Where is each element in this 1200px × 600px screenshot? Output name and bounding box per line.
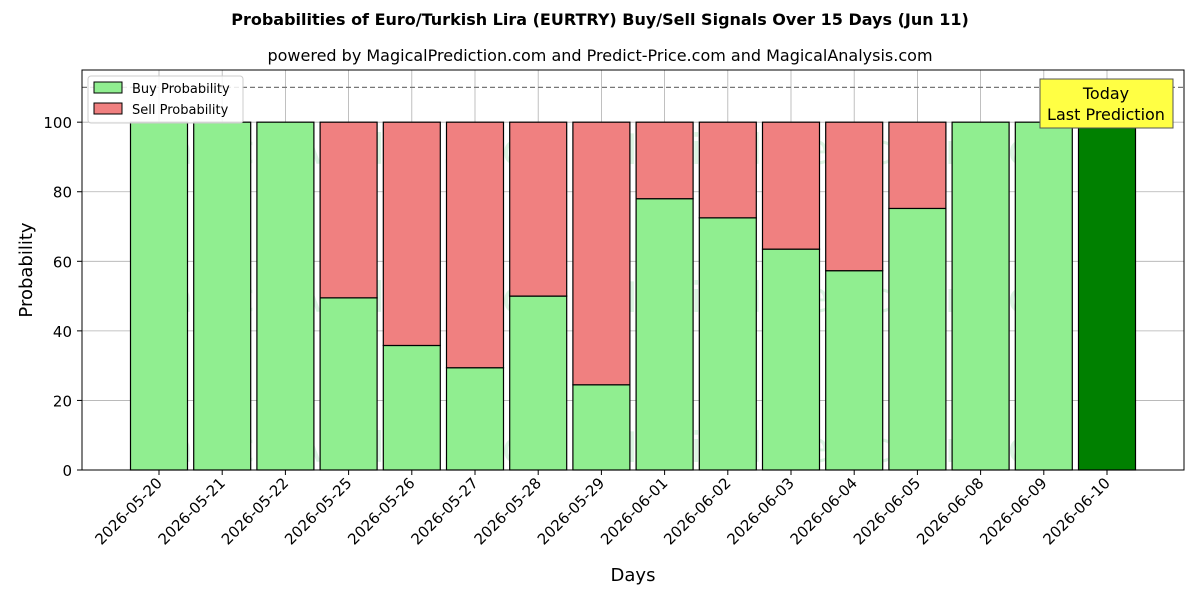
- x-tick-label: 2026-05-22: [218, 474, 292, 548]
- sell-bar: [445, 121, 505, 369]
- legend-label: Buy Probability: [132, 82, 230, 97]
- chart-subtitle: powered by MagicalPrediction.com and Pre…: [267, 46, 933, 65]
- bar-layer: [129, 121, 1137, 471]
- sell-bar: [509, 121, 568, 297]
- x-tick-label: 2026-06-04: [787, 474, 861, 548]
- buy-bar: [193, 121, 252, 471]
- buy-bar: [572, 384, 631, 471]
- x-tick-label: 2026-06-03: [723, 474, 797, 548]
- y-tick-label: 100: [43, 114, 72, 132]
- x-tick-label: 2026-05-21: [155, 474, 229, 548]
- buy-bar: [761, 248, 821, 471]
- buy-bar: [951, 121, 1010, 471]
- chart-title: Probabilities of Euro/Turkish Lira (EURT…: [231, 10, 969, 29]
- legend: Buy Probability Sell Probability: [87, 75, 244, 124]
- buy-bar: [256, 121, 315, 471]
- buy-bar: [445, 367, 505, 471]
- buy-bar: [1014, 121, 1073, 471]
- today-annotation-text: Today: [1082, 84, 1129, 103]
- x-tick-label: 2026-05-27: [407, 474, 481, 548]
- x-tick-label: 2026-06-05: [850, 474, 924, 548]
- y-tick-label: 60: [53, 253, 72, 271]
- sell-bar: [698, 121, 757, 219]
- y-tick-label: 80: [53, 184, 72, 202]
- sell-bar: [825, 121, 884, 272]
- x-tick-label: 2026-05-25: [281, 474, 355, 548]
- legend-swatch: [93, 81, 123, 94]
- x-tick-label: 2026-05-28: [471, 474, 545, 548]
- y-tick-label: 20: [53, 392, 72, 410]
- sell-bar: [635, 121, 694, 200]
- x-tick-label: 2026-06-01: [597, 474, 671, 548]
- buy-bar: [382, 344, 441, 471]
- y-tick-label: 40: [53, 323, 72, 341]
- x-axis-label: Days: [611, 565, 656, 586]
- x-tick-label: 2026-06-10: [1039, 474, 1113, 548]
- buy-bar: [319, 297, 378, 471]
- today-annotation-box: [1039, 78, 1174, 129]
- x-tick-label: 2026-06-08: [913, 474, 987, 548]
- legend-label: Sell Probability: [132, 103, 229, 118]
- x-tick-label: 2026-06-02: [660, 474, 734, 548]
- buy-bar: [1077, 121, 1137, 471]
- legend-swatch: [93, 102, 123, 115]
- sell-bar: [888, 121, 947, 210]
- x-tick-label: 2026-05-20: [91, 474, 165, 548]
- x-tick-label: 2026-05-26: [344, 474, 418, 548]
- x-tick-label: 2026-06-09: [976, 474, 1050, 548]
- sell-bar: [319, 121, 378, 299]
- y-axis-label: Probability: [16, 222, 37, 317]
- sell-bar: [572, 121, 631, 386]
- buy-bar: [825, 270, 884, 471]
- sell-bar: [761, 121, 821, 250]
- legend-box: [87, 75, 244, 124]
- x-tick-label: 2026-05-29: [534, 474, 608, 548]
- buy-bar: [509, 295, 568, 471]
- sell-bar: [382, 121, 441, 347]
- today-annotation-text: Last Prediction: [1047, 105, 1165, 124]
- buy-bar: [129, 121, 189, 471]
- buy-bar: [635, 198, 694, 471]
- today-annotation: Today Last Prediction: [1039, 78, 1174, 129]
- plot-frame: [81, 69, 1185, 471]
- y-tick-label: 0: [62, 462, 72, 480]
- buy-bar: [698, 217, 757, 471]
- buy-bar: [888, 207, 947, 471]
